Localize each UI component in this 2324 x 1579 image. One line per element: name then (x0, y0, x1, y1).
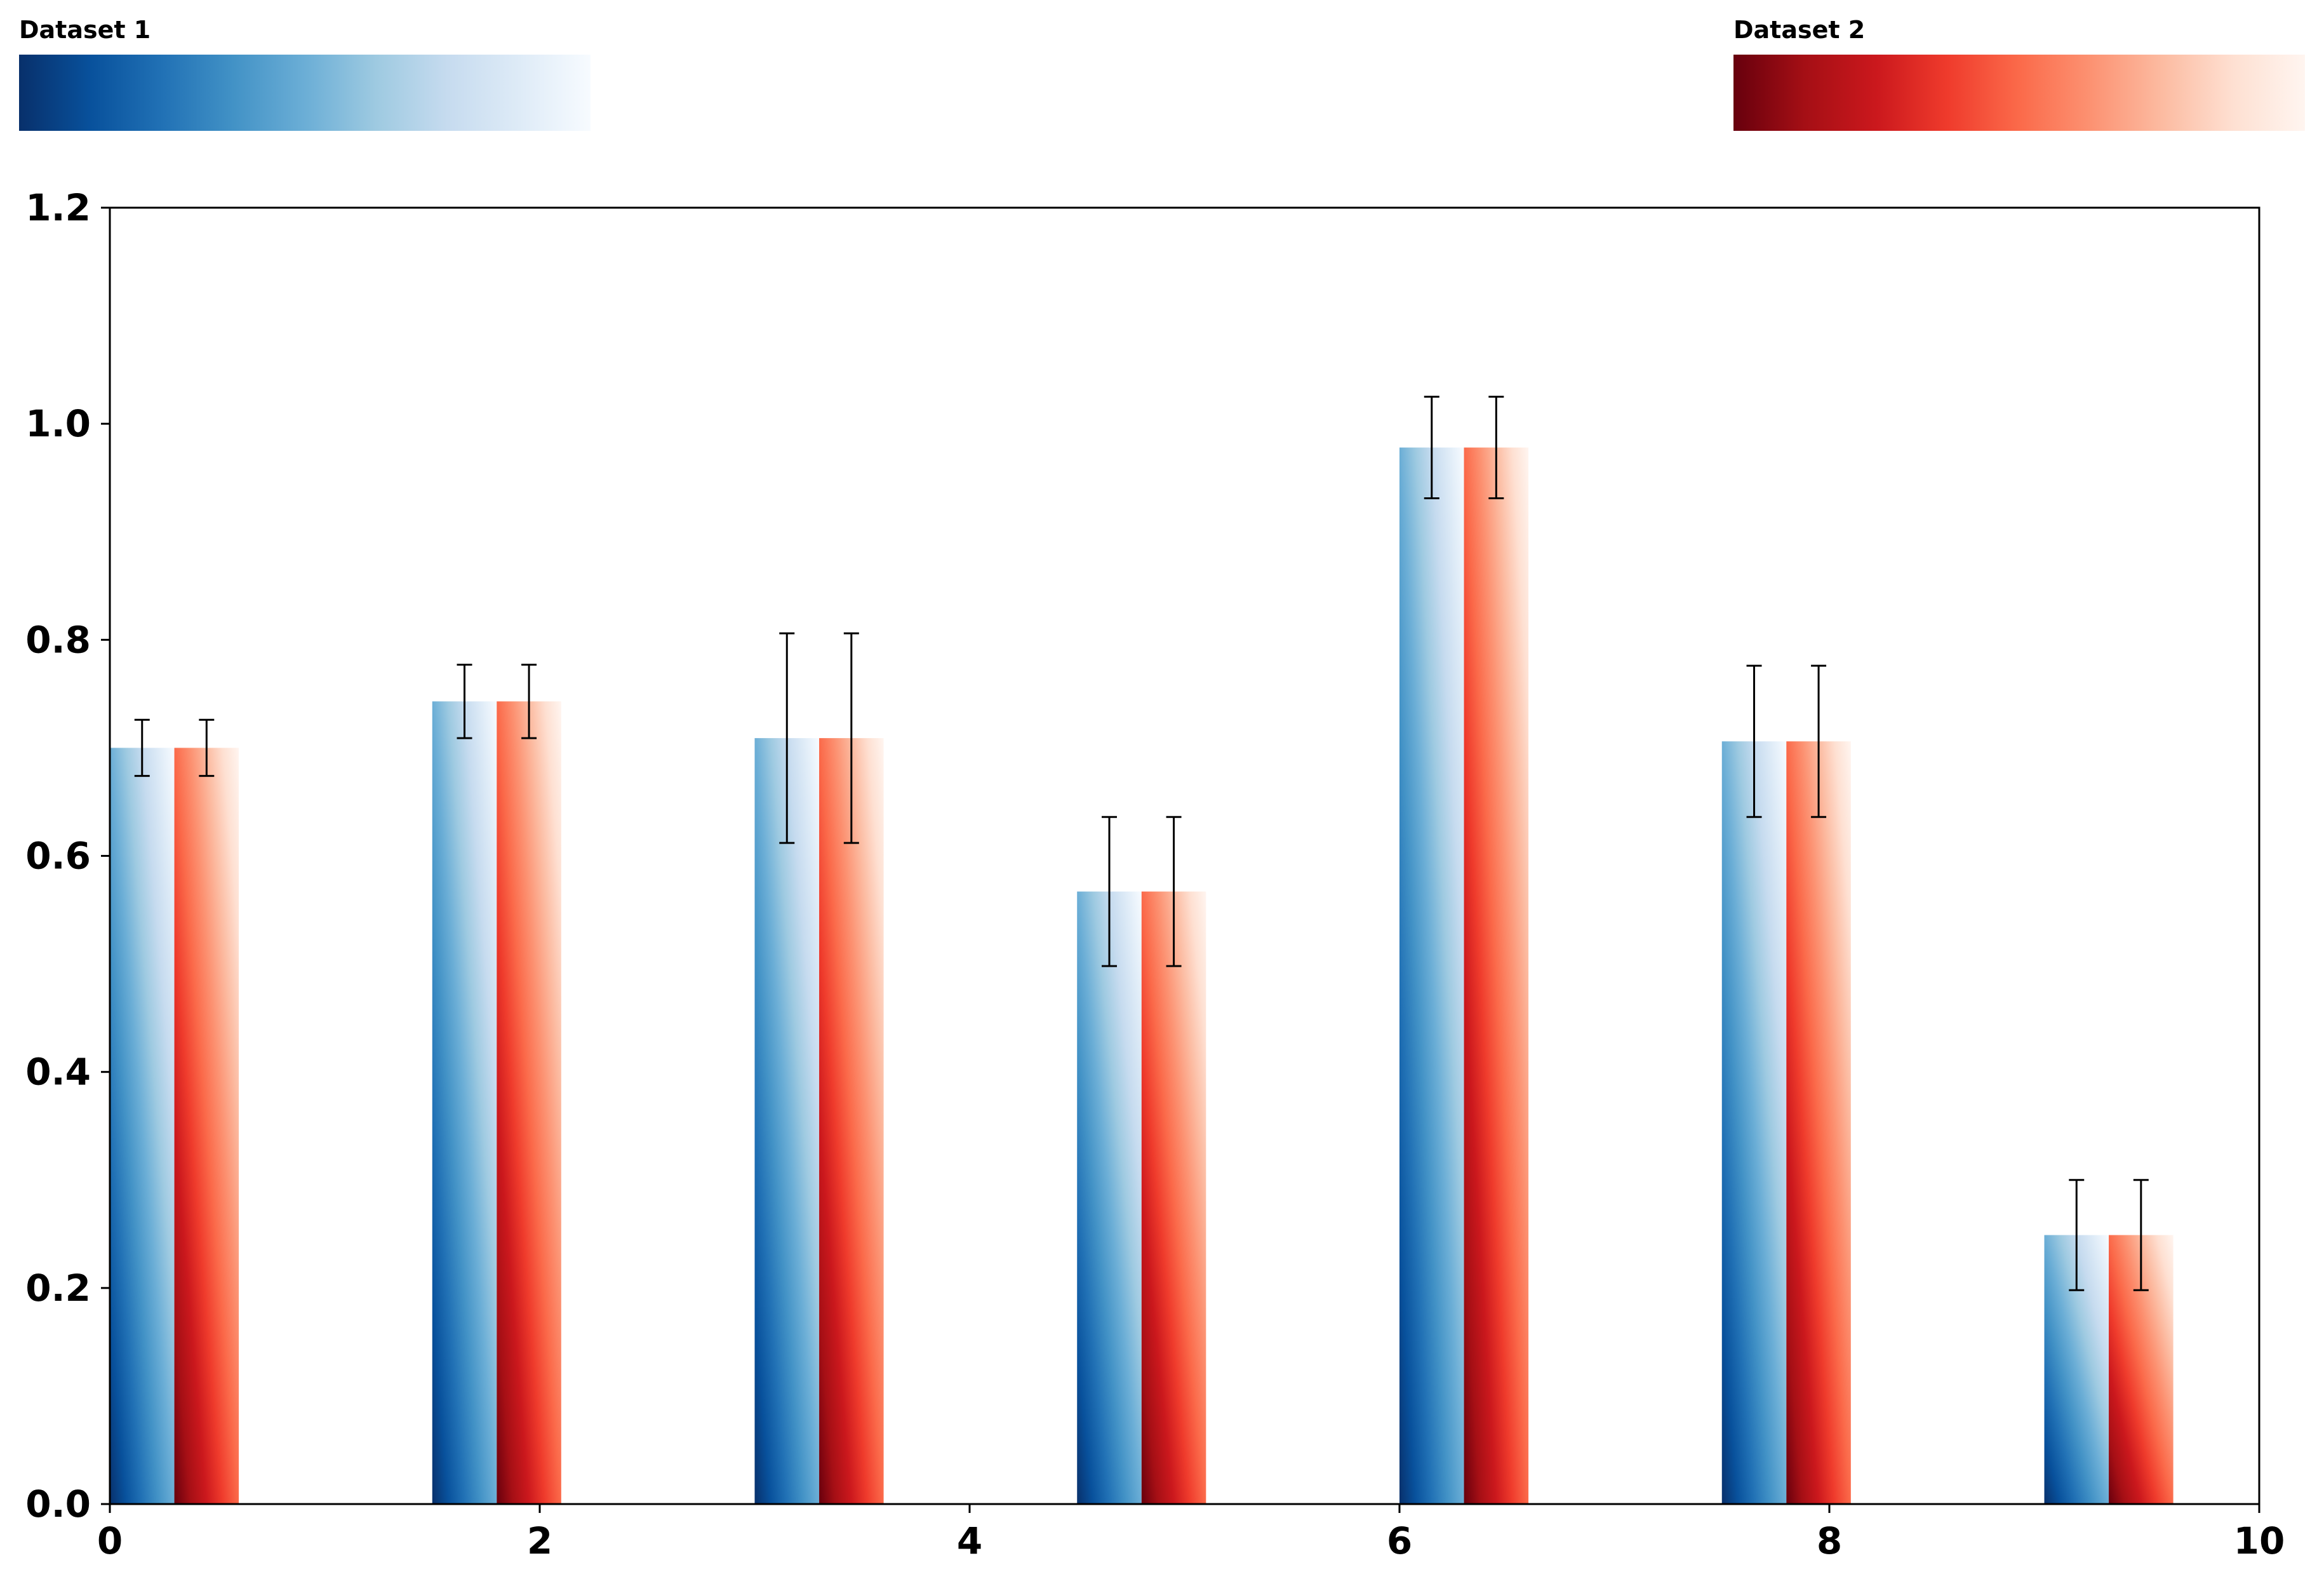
x-tick-label: 4 (957, 1519, 982, 1562)
bar-dataset-1-1 (432, 701, 497, 1504)
error-bar-dataset-1-1 (457, 663, 472, 739)
colorbar-title: Dataset 1 (19, 16, 150, 44)
x-tick-label: 8 (1817, 1519, 1842, 1562)
bar-dataset-1-2 (754, 738, 820, 1504)
error-bar-dataset-2-1 (521, 663, 537, 739)
y-tick-label: 0.8 (25, 618, 91, 661)
bar-dataset-1-5 (1721, 741, 1787, 1504)
y-tick-label: 0.0 (25, 1482, 91, 1526)
bar-dataset-2-4 (1464, 447, 1529, 1505)
bar-dataset-2-1 (497, 701, 561, 1504)
bar-dataset-2-5 (1786, 741, 1851, 1504)
colorbar-gradient (1733, 55, 2305, 131)
x-tick-label: 6 (1387, 1519, 1412, 1562)
series-2 (174, 447, 2174, 1505)
error-bar-dataset-2-2 (843, 632, 859, 844)
error-bar-dataset-2-6 (2133, 1179, 2149, 1291)
colorbar-title: Dataset 2 (1733, 16, 1865, 44)
bars (110, 447, 2174, 1505)
colorbar-gradient (19, 55, 591, 131)
bar-dataset-1-4 (1399, 447, 1464, 1505)
axes: 0 2 4 6 8 10 0.0 0.2 0.4 0.6 0.8 1.0 1.2 (25, 186, 2285, 1562)
error-bar-dataset-2-4 (1488, 396, 1504, 500)
x-tick-label: 10 (2234, 1519, 2285, 1562)
bar-dataset-1-0 (110, 748, 175, 1504)
x-tick-label: 2 (527, 1519, 552, 1562)
error-bar-dataset-1-3 (1102, 816, 1118, 967)
series-1 (110, 447, 2109, 1505)
bar-dataset-2-3 (1141, 891, 1206, 1504)
colorbar-2: Dataset 2 (1733, 16, 2305, 131)
colorbars: Dataset 1 Dataset 2 (19, 16, 2305, 131)
error-bar-dataset-2-0 (199, 718, 215, 777)
bar-dataset-1-3 (1077, 891, 1142, 1504)
error-bar-dataset-1-2 (779, 632, 795, 844)
y-tick-label: 1.2 (25, 186, 91, 229)
error-bar-dataset-1-6 (2069, 1179, 2085, 1291)
error-bar-dataset-1-5 (1746, 664, 1762, 818)
colorbar-1: Dataset 1 (19, 16, 591, 131)
y-tick-label: 0.4 (25, 1051, 91, 1094)
error-bar-dataset-2-5 (1811, 664, 1827, 818)
error-bars (134, 396, 2149, 1291)
error-bar-dataset-1-4 (1424, 396, 1439, 500)
error-bar-dataset-1-0 (134, 718, 150, 777)
y-tick-label: 0.2 (25, 1267, 91, 1310)
bar-dataset-2-2 (819, 738, 884, 1504)
y-tick-label: 0.6 (25, 835, 91, 878)
y-tick-label: 1.0 (25, 402, 91, 445)
x-tick-label: 0 (97, 1519, 123, 1562)
bar-dataset-2-0 (174, 748, 239, 1504)
error-bar-dataset-2-3 (1166, 816, 1182, 967)
